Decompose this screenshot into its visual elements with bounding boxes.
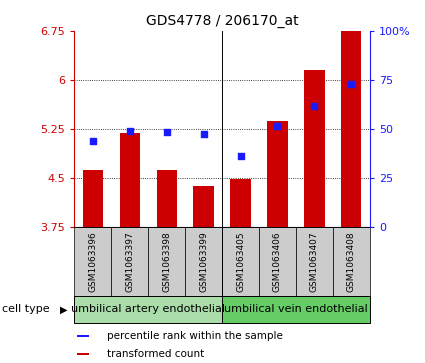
Bar	[83, 170, 103, 227]
Point	[200, 131, 207, 137]
Text: percentile rank within the sample: percentile rank within the sample	[107, 331, 283, 341]
Bar	[222, 227, 259, 296]
Point	[274, 123, 281, 129]
Bar	[304, 70, 325, 227]
Text: GSM1063405: GSM1063405	[236, 232, 245, 292]
Bar	[296, 227, 333, 296]
Bar	[156, 170, 177, 227]
Text: umbilical vein endothelial: umbilical vein endothelial	[224, 305, 368, 314]
Bar	[267, 121, 288, 227]
Bar	[341, 31, 361, 227]
Bar	[185, 227, 222, 296]
Bar	[259, 227, 296, 296]
Bar	[77, 353, 89, 355]
Bar	[74, 296, 222, 323]
Point	[348, 82, 355, 87]
Text: cell type: cell type	[2, 305, 50, 314]
Title: GDS4778 / 206170_at: GDS4778 / 206170_at	[146, 15, 298, 28]
Point	[163, 129, 170, 135]
Bar	[74, 227, 111, 296]
Text: GSM1063396: GSM1063396	[88, 232, 97, 293]
Bar	[111, 227, 148, 296]
Bar	[333, 227, 370, 296]
Text: GSM1063399: GSM1063399	[199, 232, 208, 293]
Bar	[193, 186, 214, 227]
Text: GSM1063408: GSM1063408	[347, 232, 356, 292]
Point	[89, 138, 96, 143]
Text: umbilical artery endothelial: umbilical artery endothelial	[71, 305, 225, 314]
Point	[311, 103, 318, 109]
Bar	[148, 227, 185, 296]
Point	[126, 128, 133, 134]
Text: transformed count: transformed count	[107, 349, 204, 359]
Text: GSM1063406: GSM1063406	[273, 232, 282, 292]
Bar	[77, 335, 89, 337]
Text: GSM1063398: GSM1063398	[162, 232, 171, 293]
Text: GSM1063407: GSM1063407	[310, 232, 319, 292]
Point	[237, 153, 244, 159]
Bar	[222, 296, 370, 323]
Bar	[230, 179, 251, 227]
Text: ▶: ▶	[60, 305, 68, 314]
Text: GSM1063397: GSM1063397	[125, 232, 134, 293]
Bar	[119, 134, 140, 227]
